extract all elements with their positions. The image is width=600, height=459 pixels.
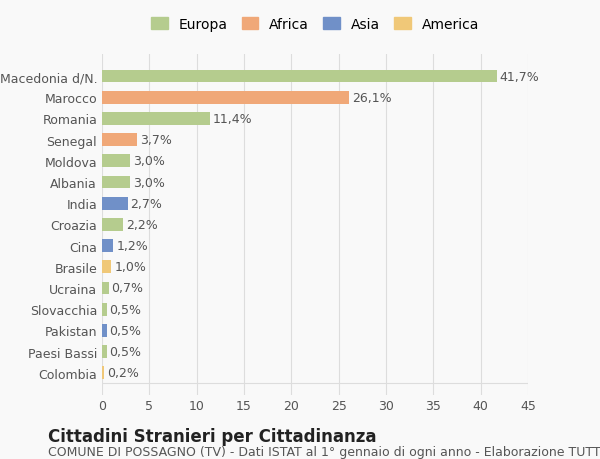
Text: 0,7%: 0,7% bbox=[112, 282, 143, 295]
Bar bbox=[102, 346, 107, 358]
Text: Cittadini Stranieri per Cittadinanza: Cittadini Stranieri per Cittadinanza bbox=[48, 427, 377, 445]
Bar bbox=[102, 218, 123, 231]
Text: 3,7%: 3,7% bbox=[140, 134, 172, 147]
Text: 41,7%: 41,7% bbox=[500, 70, 539, 84]
Bar bbox=[102, 240, 113, 252]
Text: 1,0%: 1,0% bbox=[115, 261, 146, 274]
Bar bbox=[102, 303, 107, 316]
Bar bbox=[102, 71, 497, 83]
Text: 11,4%: 11,4% bbox=[213, 112, 253, 126]
Text: 26,1%: 26,1% bbox=[352, 91, 392, 105]
Text: 2,2%: 2,2% bbox=[125, 218, 157, 231]
Text: 3,0%: 3,0% bbox=[133, 155, 165, 168]
Text: COMUNE DI POSSAGNO (TV) - Dati ISTAT al 1° gennaio di ogni anno - Elaborazione T: COMUNE DI POSSAGNO (TV) - Dati ISTAT al … bbox=[48, 445, 600, 458]
Legend: Europa, Africa, Asia, America: Europa, Africa, Asia, America bbox=[151, 18, 479, 32]
Bar bbox=[102, 325, 107, 337]
Bar bbox=[102, 176, 130, 189]
Bar bbox=[102, 134, 137, 147]
Bar bbox=[102, 197, 128, 210]
Text: 1,2%: 1,2% bbox=[116, 240, 148, 252]
Text: 0,5%: 0,5% bbox=[110, 303, 142, 316]
Text: 0,5%: 0,5% bbox=[110, 345, 142, 358]
Bar bbox=[102, 155, 130, 168]
Text: 3,0%: 3,0% bbox=[133, 176, 165, 189]
Text: 0,5%: 0,5% bbox=[110, 324, 142, 337]
Bar bbox=[102, 261, 112, 274]
Bar bbox=[102, 282, 109, 295]
Bar bbox=[102, 367, 104, 379]
Bar bbox=[102, 92, 349, 104]
Bar bbox=[102, 113, 210, 125]
Text: 0,2%: 0,2% bbox=[107, 366, 139, 380]
Text: 2,7%: 2,7% bbox=[130, 197, 162, 210]
